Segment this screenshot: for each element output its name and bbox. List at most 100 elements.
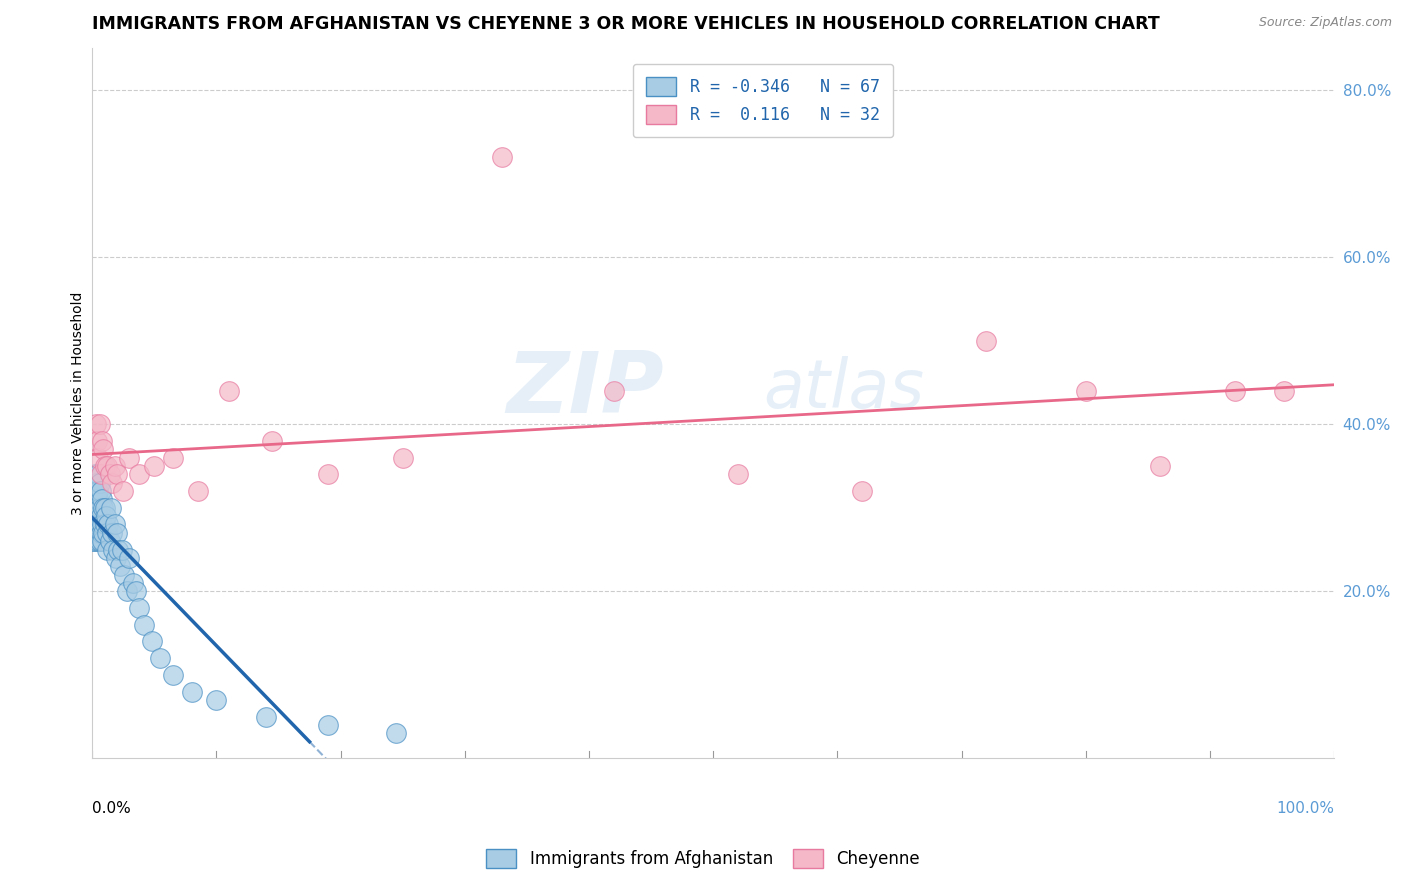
Point bbox=[103, 542, 125, 557]
Point bbox=[87, 534, 110, 549]
Text: IMMIGRANTS FROM AFGHANISTAN VS CHEYENNE 3 OR MORE VEHICLES IN HOUSEHOLD CORRELAT: IMMIGRANTS FROM AFGHANISTAN VS CHEYENNE … bbox=[93, 15, 1160, 33]
Point bbox=[107, 542, 129, 557]
Point bbox=[87, 450, 110, 465]
Point bbox=[218, 384, 240, 398]
Point bbox=[103, 458, 125, 473]
Point bbox=[84, 492, 107, 507]
Point bbox=[96, 525, 118, 540]
Point bbox=[128, 467, 150, 482]
Legend: Immigrants from Afghanistan, Cheyenne: Immigrants from Afghanistan, Cheyenne bbox=[479, 842, 927, 875]
Point bbox=[105, 467, 128, 482]
Point bbox=[1074, 384, 1097, 398]
Point bbox=[149, 651, 172, 665]
Y-axis label: 3 or more Vehicles in Household: 3 or more Vehicles in Household bbox=[72, 292, 86, 515]
Point bbox=[87, 484, 110, 499]
Point bbox=[98, 467, 121, 482]
Point bbox=[86, 525, 108, 540]
Point bbox=[89, 417, 111, 432]
Point bbox=[141, 634, 163, 648]
Point bbox=[93, 442, 115, 457]
Point bbox=[90, 484, 112, 499]
Point bbox=[82, 484, 104, 499]
Point bbox=[124, 584, 146, 599]
Point bbox=[91, 492, 114, 507]
Point bbox=[180, 684, 202, 698]
Point bbox=[89, 517, 111, 532]
Point bbox=[128, 601, 150, 615]
Point bbox=[205, 693, 228, 707]
Point bbox=[90, 467, 112, 482]
Point bbox=[114, 567, 136, 582]
Text: ZIP: ZIP bbox=[506, 348, 664, 431]
Point bbox=[87, 467, 110, 482]
Point bbox=[89, 534, 111, 549]
Point bbox=[96, 458, 118, 473]
Point bbox=[83, 500, 105, 515]
Point bbox=[83, 534, 105, 549]
Text: Source: ZipAtlas.com: Source: ZipAtlas.com bbox=[1258, 16, 1392, 29]
Point bbox=[82, 534, 104, 549]
Point bbox=[391, 450, 413, 465]
Point bbox=[93, 500, 115, 515]
Point bbox=[86, 434, 108, 448]
Point bbox=[87, 509, 110, 524]
Point bbox=[84, 417, 107, 432]
Point bbox=[91, 517, 114, 532]
Point bbox=[1223, 384, 1246, 398]
Point bbox=[86, 484, 108, 499]
Point bbox=[87, 492, 110, 507]
Point bbox=[143, 458, 166, 473]
Point bbox=[83, 467, 105, 482]
Point bbox=[84, 475, 107, 490]
Point bbox=[105, 525, 128, 540]
Point bbox=[89, 500, 111, 515]
Point bbox=[262, 434, 284, 448]
Point bbox=[93, 500, 115, 515]
Point bbox=[82, 517, 104, 532]
Point bbox=[86, 509, 108, 524]
Point bbox=[316, 467, 339, 482]
Point bbox=[851, 484, 873, 499]
Point bbox=[254, 709, 277, 723]
Point bbox=[976, 334, 998, 348]
Point bbox=[603, 384, 626, 398]
Point bbox=[134, 617, 156, 632]
Point bbox=[187, 484, 209, 499]
Point bbox=[93, 517, 115, 532]
Point bbox=[316, 718, 339, 732]
Point bbox=[97, 517, 120, 532]
Point bbox=[93, 525, 115, 540]
Point bbox=[83, 484, 105, 499]
Point bbox=[84, 525, 107, 540]
Text: 0.0%: 0.0% bbox=[93, 801, 131, 816]
Point bbox=[83, 517, 105, 532]
Point bbox=[100, 500, 122, 515]
Point bbox=[385, 726, 408, 740]
Point bbox=[89, 475, 111, 490]
Point bbox=[84, 500, 107, 515]
Point bbox=[162, 668, 184, 682]
Point bbox=[491, 150, 513, 164]
Point bbox=[112, 484, 135, 499]
Point bbox=[162, 450, 184, 465]
Point bbox=[90, 525, 112, 540]
Text: atlas: atlas bbox=[763, 356, 924, 422]
Point bbox=[101, 525, 124, 540]
Point bbox=[87, 525, 110, 540]
Point bbox=[103, 517, 125, 532]
Point bbox=[91, 434, 114, 448]
Point bbox=[122, 576, 145, 591]
Point bbox=[91, 534, 114, 549]
Point bbox=[115, 584, 138, 599]
Point bbox=[118, 550, 141, 565]
Point bbox=[94, 509, 117, 524]
Point bbox=[98, 534, 121, 549]
Point bbox=[1274, 384, 1296, 398]
Point bbox=[86, 492, 108, 507]
Point bbox=[84, 517, 107, 532]
Point bbox=[93, 458, 115, 473]
Point bbox=[1149, 458, 1171, 473]
Point bbox=[96, 542, 118, 557]
Point bbox=[111, 542, 134, 557]
Point bbox=[90, 509, 112, 524]
